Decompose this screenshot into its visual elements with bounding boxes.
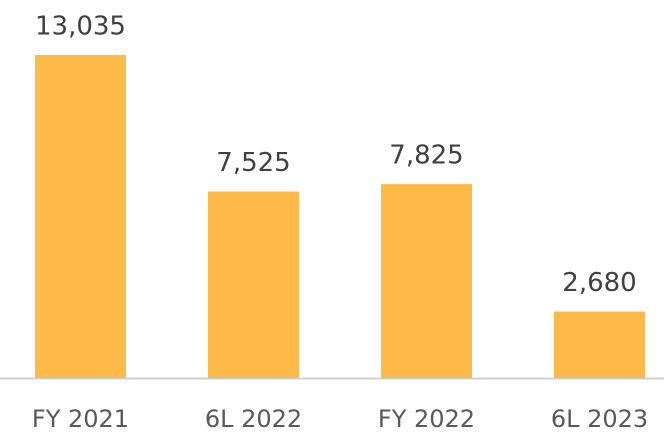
x-tick-label: FY 2021 [32,405,129,433]
data-label: 2,680 [562,268,636,298]
bar [35,55,126,378]
data-label: 7,825 [389,141,463,171]
data-label: 7,525 [216,148,290,178]
x-tick-label: 6L 2023 [551,405,648,433]
bar [554,311,645,378]
bar [381,184,472,378]
data-label: 13,035 [35,12,126,42]
x-tick-label: 6L 2022 [205,405,302,433]
x-tick-label: FY 2022 [378,405,475,433]
bar [208,191,299,378]
